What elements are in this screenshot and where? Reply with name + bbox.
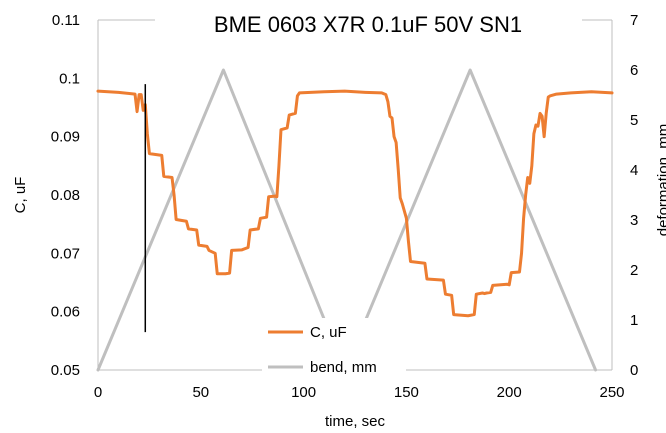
y2-tick-label: 2 <box>630 262 638 279</box>
x-axis-title: time, sec <box>325 413 386 430</box>
x-tick-label: 50 <box>192 384 209 401</box>
x-tick-label: 100 <box>291 384 316 401</box>
y-axis-left-ticks: 0.05 0.06 0.07 0.08 0.09 0.1 0.11 <box>51 12 80 379</box>
y-tick-label: 0.08 <box>51 187 80 204</box>
chart-title-background <box>155 4 582 42</box>
x-tick-label: 250 <box>599 384 624 401</box>
x-tick-label: 150 <box>394 384 419 401</box>
y2-tick-label: 1 <box>630 312 638 329</box>
x-tick-label: 200 <box>497 384 522 401</box>
legend-label-bend-mm: bend, mm <box>310 359 377 376</box>
y-axis-right-title: deformation, mm <box>655 124 666 237</box>
y-axis-right-ticks: 0 1 2 3 4 5 6 7 <box>630 12 638 379</box>
y-tick-label: 0.06 <box>51 304 80 321</box>
y-tick-label: 0.07 <box>51 245 80 262</box>
chart-title: BME 0603 X7R 0.1uF 50V SN1 <box>214 12 522 37</box>
x-tick-label: 0 <box>94 384 102 401</box>
y-tick-label: 0.11 <box>52 12 80 29</box>
x-axis-ticks: 0 50 100 150 200 250 <box>94 384 625 401</box>
y2-tick-label: 4 <box>630 162 638 179</box>
y2-tick-label: 5 <box>630 112 638 129</box>
legend-label-c-uf: C, uF <box>310 324 347 341</box>
y2-tick-label: 6 <box>630 62 638 79</box>
y-tick-label: 0.09 <box>51 129 80 146</box>
chart-title-box: BME 0603 X7R 0.1uF 50V SN1 <box>155 4 582 42</box>
y-axis-left-title: C, uF <box>12 177 29 214</box>
legend: C, uF bend, mm <box>262 318 406 378</box>
series-line-c-uf <box>96 89 614 318</box>
y-tick-label: 0.05 <box>51 362 80 379</box>
y-tick-label: 0.1 <box>59 70 80 87</box>
y2-tick-label: 0 <box>630 362 638 379</box>
y2-tick-label: 3 <box>630 212 638 229</box>
y2-tick-label: 7 <box>630 12 638 29</box>
